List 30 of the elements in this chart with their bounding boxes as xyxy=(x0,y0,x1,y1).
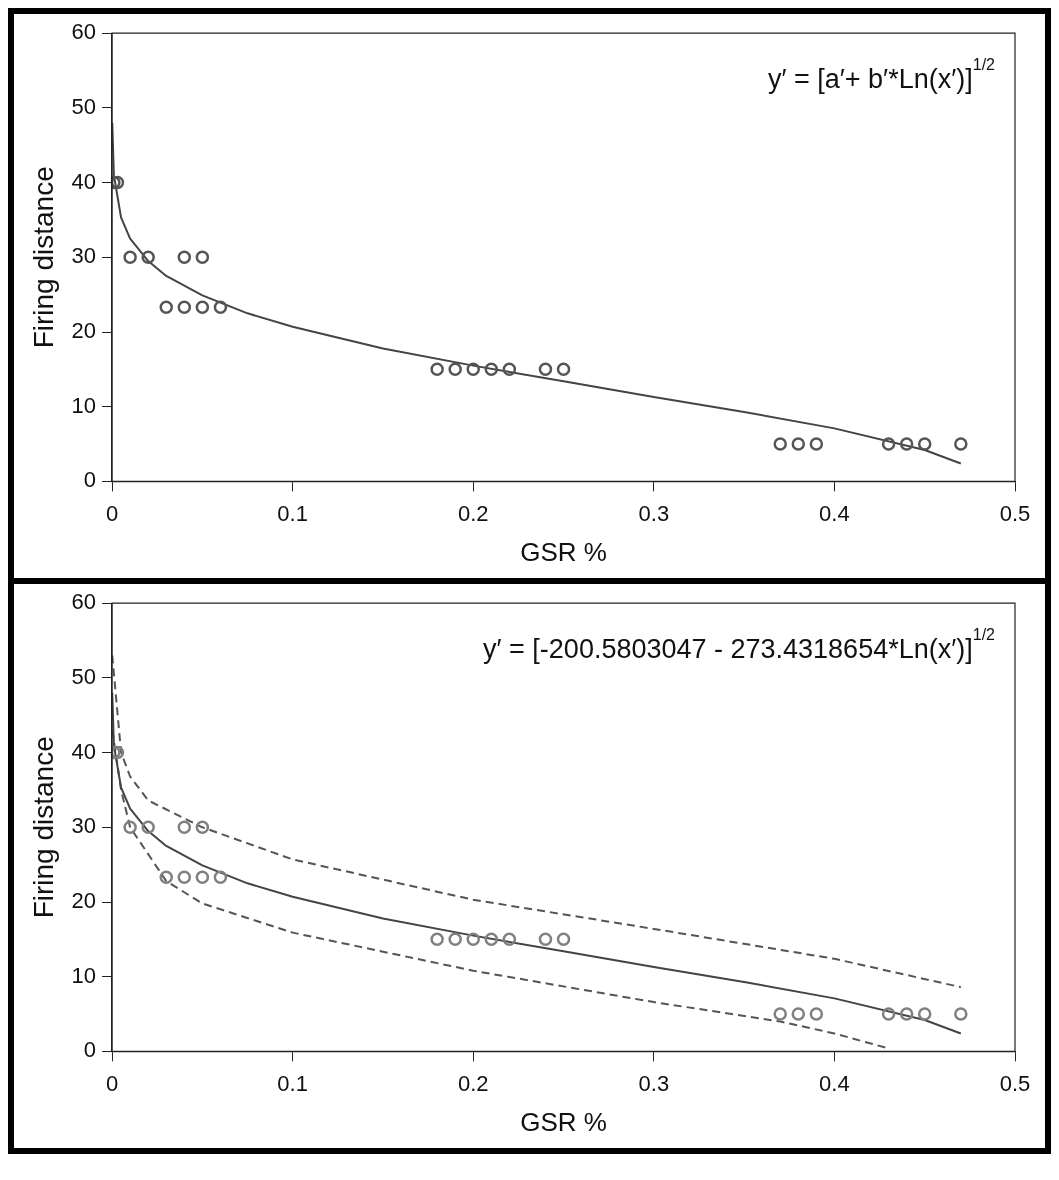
x-tick-label: 0.2 xyxy=(457,500,489,526)
y-tick-label: 50 xyxy=(71,663,97,689)
y-tick-label: 20 xyxy=(71,888,97,914)
y-tick-label: 40 xyxy=(71,168,97,194)
x-tick-label: 0.3 xyxy=(638,500,670,526)
y-tick-label: 10 xyxy=(71,392,97,418)
y-axis-title: Firing distance xyxy=(27,166,59,349)
x-tick-label: 0.1 xyxy=(277,1070,308,1096)
x-axis-title: GSR % xyxy=(520,536,607,567)
y-tick-label: 0 xyxy=(83,467,97,493)
y-tick-label: 40 xyxy=(71,738,97,764)
x-tick-label: 0.4 xyxy=(819,500,850,526)
x-tick-label: 0.3 xyxy=(638,1070,670,1096)
x-tick-label: 0.2 xyxy=(457,1070,489,1096)
y-axis-title: Firing distance xyxy=(27,736,59,919)
y-tick-label: 60 xyxy=(71,589,97,615)
y-tick-label: 30 xyxy=(71,243,97,269)
x-tick-label: 0.5 xyxy=(999,1070,1031,1096)
y-tick-label: 30 xyxy=(71,813,97,839)
x-tick-label: 0.4 xyxy=(819,1070,850,1096)
x-tick-label: 0 xyxy=(105,1070,119,1096)
y-tick-label: 0 xyxy=(83,1037,97,1063)
x-tick-label: 0.1 xyxy=(277,500,308,526)
y-tick-label: 50 xyxy=(71,93,97,119)
y-tick-label: 10 xyxy=(71,962,97,988)
y-tick-label: 20 xyxy=(71,318,97,344)
x-tick-label: 0 xyxy=(105,500,119,526)
x-axis-title: GSR % xyxy=(520,1106,607,1137)
x-tick-label: 0.5 xyxy=(999,500,1031,526)
y-tick-label: 60 xyxy=(71,19,97,45)
